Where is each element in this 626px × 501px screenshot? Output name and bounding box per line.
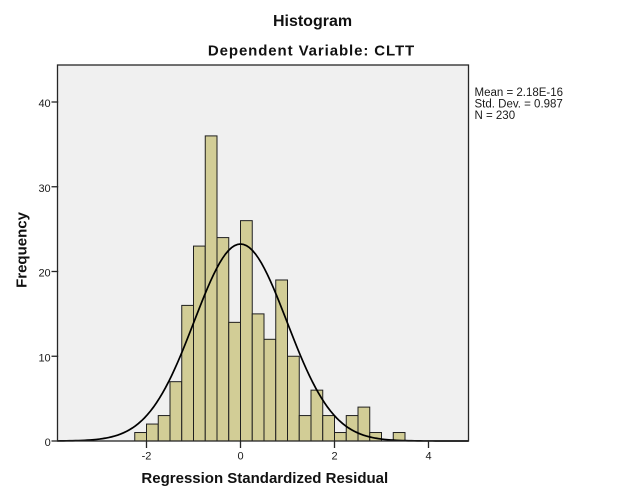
svg-text:Mean = 2.18E-16: Mean = 2.18E-16	[475, 87, 564, 99]
svg-text:0: 0	[237, 450, 243, 462]
svg-text:N = 230: N = 230	[475, 110, 516, 122]
svg-text:Std. Dev. = 0.987: Std. Dev. = 0.987	[475, 99, 563, 111]
svg-text:Dependent Variable: CLTT: Dependent Variable: CLTT	[208, 43, 415, 60]
svg-text:0: 0	[45, 437, 51, 449]
svg-text:30: 30	[38, 183, 50, 195]
svg-text:Histogram: Histogram	[273, 13, 352, 30]
svg-text:20: 20	[38, 268, 50, 280]
svg-text:10: 10	[38, 353, 50, 365]
svg-text:4: 4	[425, 450, 431, 462]
svg-text:Regression Standardized Residu: Regression Standardized Residual	[141, 470, 388, 487]
svg-text:Frequency: Frequency	[14, 211, 31, 288]
svg-text:2: 2	[331, 450, 337, 462]
svg-text:-2: -2	[142, 450, 152, 462]
svg-text:40: 40	[38, 98, 50, 110]
